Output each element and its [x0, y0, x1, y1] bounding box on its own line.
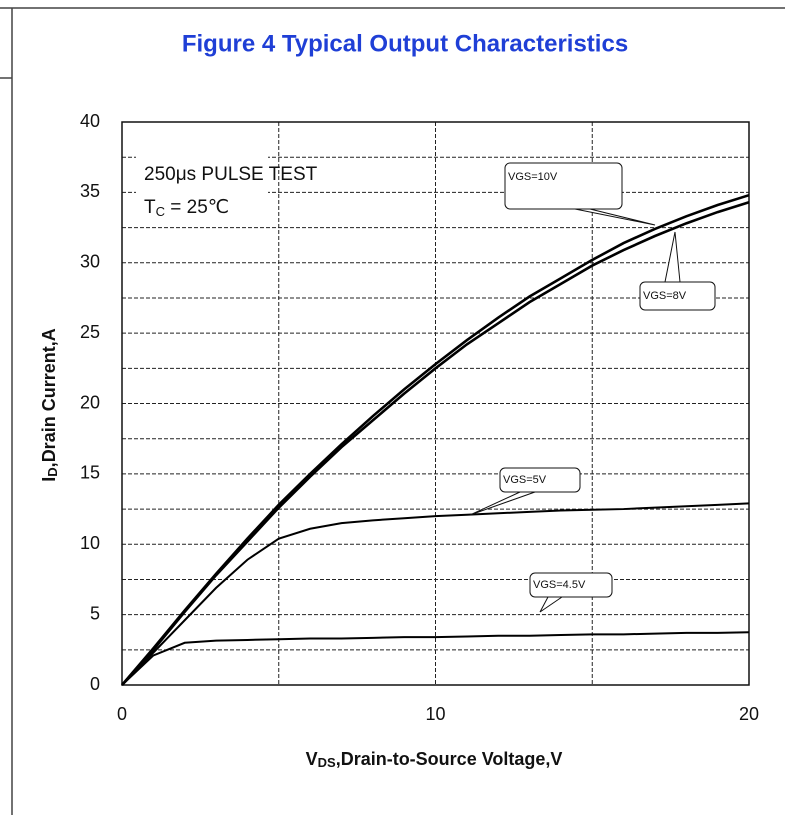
y-tick-label: 40 [80, 111, 100, 131]
annotation: 250μs PULSE TEST [144, 164, 318, 185]
y-tick-label: 25 [80, 322, 100, 342]
y-label-sub: D [45, 467, 60, 476]
plot-border [121, 121, 750, 686]
annotation-part: T [144, 197, 156, 218]
callout-box [504, 162, 623, 210]
y-tick-label: 30 [80, 252, 100, 272]
plot-area: 0 5 10 15 20 25 30 35 40 0 10 20 250μs PULSE TEST TC … [80, 111, 759, 724]
y-tick-label: 10 [80, 533, 100, 553]
y-label-main: I [39, 477, 59, 482]
y-tick-label: 35 [80, 181, 100, 201]
x-tick-label: 20 [739, 704, 759, 724]
annotation-box [136, 155, 268, 227]
callout-label: VGS=10V [508, 171, 558, 183]
callout-box [529, 572, 613, 598]
callout-pointer [664, 231, 681, 283]
x-tick-label: 0 [117, 704, 127, 724]
y-tick-label: 5 [90, 603, 100, 623]
annotation-part: C [156, 204, 165, 219]
callout-label: VGS=5V [503, 474, 547, 486]
x-axis-label: VDS,Drain-to-Source Voltage,V [306, 749, 563, 771]
series-line [121, 200, 750, 686]
x-label-main: V [306, 749, 318, 769]
series-line [121, 502, 750, 686]
callout-box [499, 467, 581, 493]
callout-label: VGS=8V [643, 290, 687, 302]
x-label-sub: DS [318, 755, 336, 770]
series-line [121, 631, 750, 686]
y-tick-label: 15 [80, 463, 100, 483]
y-tick-label: 0 [90, 674, 100, 694]
y-tick-label: 20 [80, 392, 100, 412]
y-axis-label: ID,Drain Current,A [39, 328, 61, 481]
callout-pointer [539, 596, 563, 613]
chart-title: Figure 4 Typical Output Characteristics [182, 30, 628, 57]
callout-label: VGS=4.5V [533, 579, 586, 591]
callout-pointer [574, 208, 656, 226]
annotation: TC = 25℃ [144, 197, 229, 219]
x-tick-label: 10 [425, 704, 445, 724]
callout-pointer [469, 491, 536, 516]
x-label-rest: ,Drain-to-Source Voltage,V [336, 749, 563, 769]
annotation-part: = 25℃ [165, 197, 229, 218]
y-label-rest: ,Drain Current,A [39, 328, 59, 467]
callout-box [639, 281, 716, 311]
